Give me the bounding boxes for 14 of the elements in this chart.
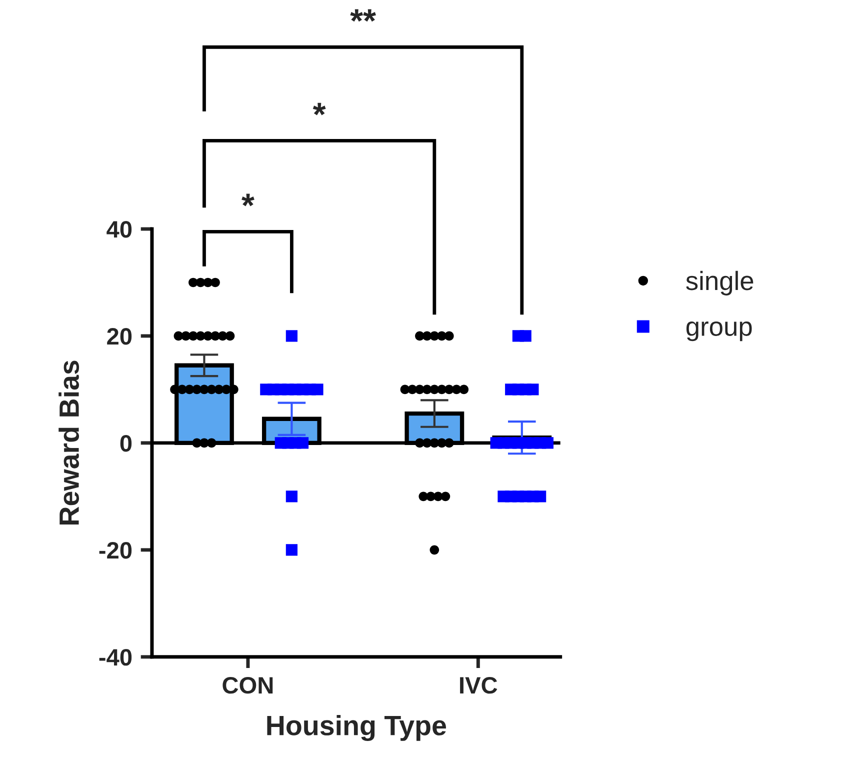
y-tick-label: 0: [120, 435, 132, 452]
legend-label: group: [686, 321, 752, 342]
x-axis-title: Housing Type: [267, 715, 446, 742]
y-tick-label: 40: [106, 221, 132, 238]
legend-label: single: [686, 270, 754, 296]
x-tick-label: CON: [222, 676, 273, 694]
text: **: [350, 9, 376, 22]
text: *: [242, 194, 254, 206]
x-tick-label: IVC: [460, 676, 498, 694]
y-tick-label: -20: [99, 542, 132, 559]
text: *: [312, 102, 326, 116]
y-axis-title: Reward Bias: [58, 360, 80, 524]
y-tick-label: -40: [99, 648, 132, 666]
y-tick-label: 20: [107, 328, 132, 345]
